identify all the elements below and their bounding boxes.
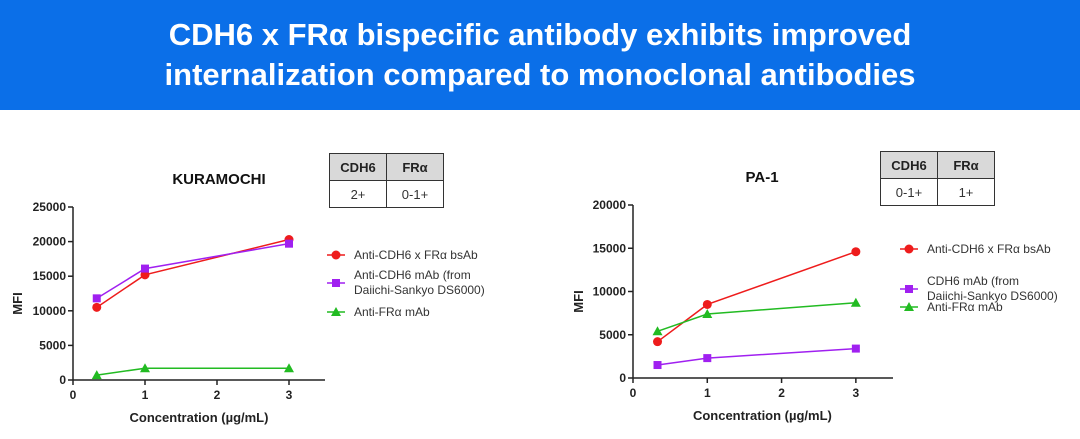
- data-point-triangle: [850, 297, 861, 307]
- data-point-square: [905, 285, 913, 293]
- x-tick-label: 3: [853, 386, 860, 400]
- y-tick-label: 5000: [599, 328, 626, 342]
- data-point-circle: [92, 302, 102, 312]
- series-2: [91, 363, 294, 380]
- legend-label: CDH6 mAb (from: [927, 274, 1019, 288]
- series-2: [652, 297, 861, 336]
- title-banner: CDH6 x FRα bispecific antibody exhibits …: [0, 0, 1080, 110]
- legend-item: Anti-FRα mAb: [327, 305, 430, 319]
- x-tick-label: 1: [142, 388, 149, 402]
- y-tick-label: 25000: [33, 200, 67, 214]
- series-line: [96, 238, 290, 308]
- series-1: [92, 239, 293, 303]
- y-tick-label: 20000: [33, 235, 67, 249]
- y-tick-label: 10000: [33, 304, 67, 318]
- x-tick-label: 1: [704, 386, 711, 400]
- data-point-circle: [904, 244, 914, 254]
- data-point-triangle: [284, 363, 294, 373]
- x-tick-label: 0: [70, 388, 77, 402]
- expression-table-kuramochi: CDH6 FRα 2+ 0-1+: [329, 153, 444, 208]
- x-tick-label: 2: [214, 388, 221, 402]
- data-point-square: [285, 239, 293, 248]
- legend-label: Anti-CDH6 x FRα bsAb: [354, 248, 478, 262]
- series-line: [96, 242, 290, 299]
- x-axis-label: Concentration (µg/mL): [693, 408, 832, 423]
- series-1: [653, 344, 860, 370]
- legend-item: Anti-FRα mAb: [900, 300, 1003, 314]
- legend-label: Daiichi-Sankyo DS6000): [354, 283, 485, 297]
- table-header: CDH6: [880, 151, 938, 179]
- data-point-triangle: [904, 302, 914, 311]
- legend-item: Anti-CDH6 x FRα bsAb: [327, 248, 478, 262]
- data-point-square: [92, 294, 101, 303]
- y-axis-label: MFI: [571, 290, 586, 312]
- x-axis-label: Concentration (µg/mL): [130, 410, 269, 425]
- data-point-square: [653, 361, 662, 370]
- y-tick-label: 0: [619, 371, 626, 385]
- legend-item: Anti-CDH6 x FRα bsAb: [900, 242, 1051, 256]
- table-cell: 0-1+: [386, 180, 444, 208]
- data-point-triangle: [91, 370, 102, 380]
- y-tick-label: 10000: [593, 285, 627, 299]
- series-line: [96, 367, 289, 376]
- data-point-circle: [331, 250, 341, 260]
- data-point-circle: [653, 337, 663, 347]
- legend-label: Anti-FRα mAb: [927, 300, 1003, 314]
- y-tick-label: 0: [59, 373, 66, 387]
- y-axis-label: MFI: [10, 292, 25, 314]
- y-tick-label: 20000: [593, 198, 627, 212]
- x-tick-label: 3: [286, 388, 293, 402]
- data-point-square: [703, 354, 712, 363]
- y-tick-label: 5000: [39, 338, 66, 352]
- chart-kuramochi: KURAMOCHI 0 1 2 3 0 5000 10000 15000 20000 25000 Co…: [10, 171, 485, 425]
- legend-label: Anti-CDH6 mAb (from: [354, 268, 471, 282]
- data-point-triangle: [702, 308, 713, 318]
- table-header: FRα: [937, 151, 995, 179]
- data-point-circle: [702, 299, 712, 309]
- series-line: [657, 347, 856, 366]
- y-tick-label: 15000: [33, 269, 67, 283]
- legend-label: Daiichi-Sankyo DS6000): [927, 289, 1058, 303]
- title-line-2: internalization compared to monoclonal a…: [164, 57, 916, 92]
- legend-label: Anti-CDH6 x FRα bsAb: [927, 242, 1051, 256]
- data-point-triangle: [140, 363, 150, 373]
- data-point-triangle: [331, 307, 341, 316]
- x-tick-label: 0: [630, 386, 637, 400]
- legend-label: Anti-FRα mAb: [354, 305, 430, 319]
- data-point-square: [851, 344, 860, 353]
- y-tick-label: 15000: [593, 241, 627, 255]
- table-cell: 0-1+: [880, 178, 938, 206]
- data-point-circle: [851, 247, 861, 257]
- table-cell: 2+: [329, 180, 387, 208]
- table-cell: 1+: [937, 178, 995, 206]
- series-0: [92, 235, 294, 312]
- data-point-square: [141, 264, 149, 273]
- series-line: [657, 301, 856, 332]
- data-point-triangle: [652, 326, 663, 336]
- chart-title: PA-1: [745, 169, 778, 186]
- title-line-1: CDH6 x FRα bispecific antibody exhibits …: [168, 17, 912, 52]
- series-line: [657, 251, 857, 343]
- series-0: [653, 247, 861, 347]
- x-tick-label: 2: [778, 386, 785, 400]
- chart-title: KURAMOCHI: [172, 171, 265, 188]
- data-point-square: [332, 279, 340, 287]
- chart-pa-1: PA-1 0 1 2 3 0 5000 10000 15000 20000 Concentratio…: [571, 169, 1058, 423]
- expression-table-pa1: CDH6 FRα 0-1+ 1+: [880, 151, 995, 206]
